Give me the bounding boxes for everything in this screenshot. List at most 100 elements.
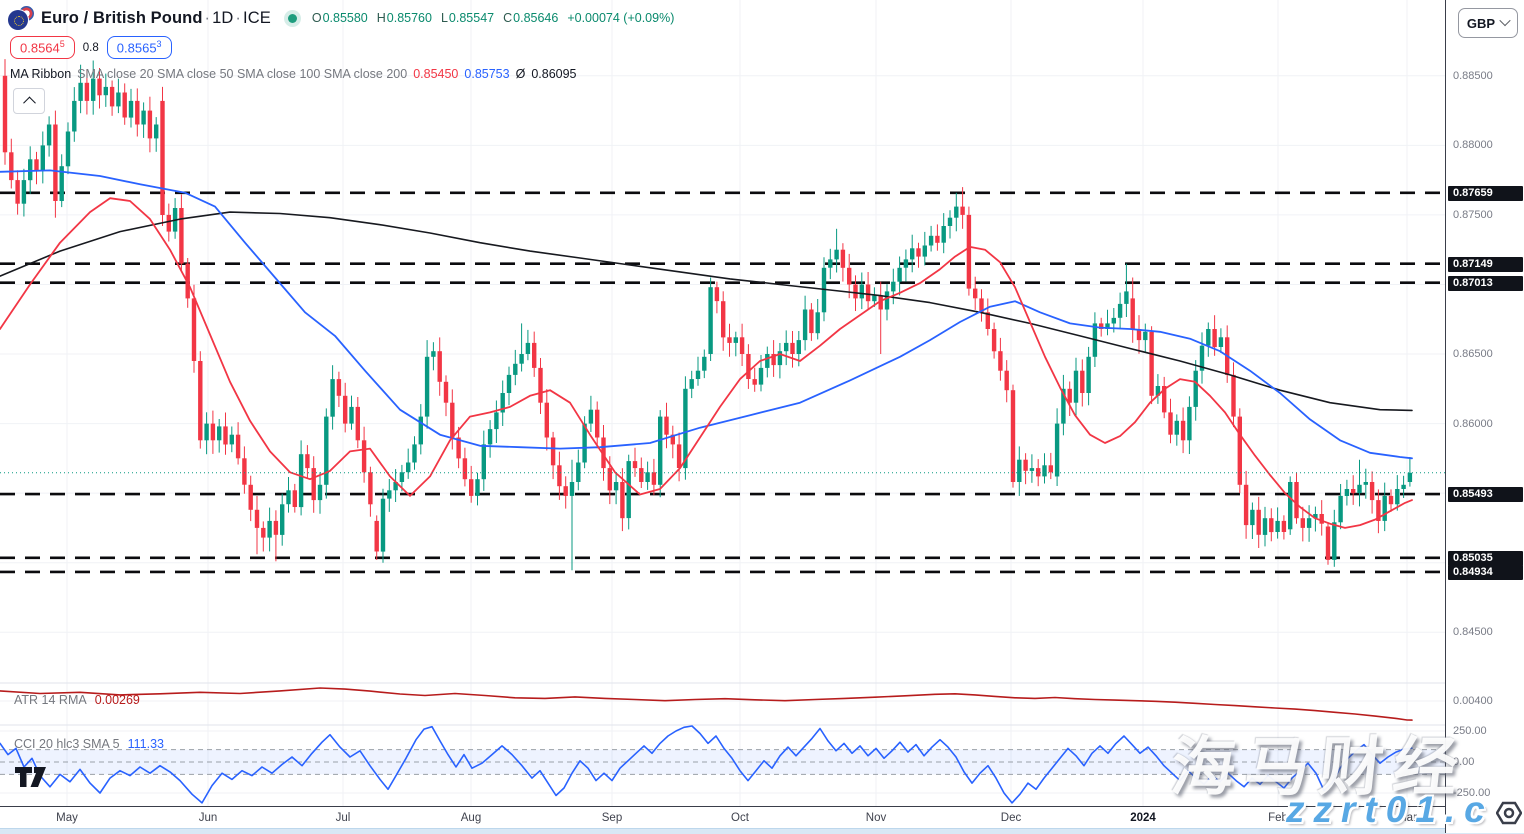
candle-body xyxy=(771,354,776,366)
ma-ribbon-legend[interactable]: MA Ribbon SMA close 20 SMA close 50 SMA … xyxy=(10,67,577,81)
price-level-label: 0.85035 xyxy=(1448,550,1523,566)
candle-body xyxy=(349,406,354,424)
candle-body xyxy=(1369,482,1375,501)
collapse-pane-button[interactable] xyxy=(13,88,45,114)
sell-button[interactable]: 0.85645 xyxy=(10,36,75,60)
candle-body xyxy=(361,440,367,473)
price-axis-label: 0.84500 xyxy=(1453,626,1493,639)
candle-body xyxy=(343,395,348,424)
candle-body xyxy=(1130,298,1135,329)
atr-line xyxy=(0,687,1413,721)
candle-body xyxy=(683,388,688,469)
candle-body xyxy=(872,295,877,302)
candle-body xyxy=(626,461,631,519)
candle-body xyxy=(223,426,228,445)
candle-body xyxy=(702,356,707,371)
candle-body xyxy=(815,312,820,334)
candle-body xyxy=(1237,416,1242,485)
price-level-label: 0.87013 xyxy=(1448,275,1523,291)
time-axis[interactable]: May Jun Jul Aug Sep Oct Nov Dec 2024 Feb Mar xyxy=(0,806,1524,829)
candle-body xyxy=(456,437,461,459)
candle-body xyxy=(865,284,871,302)
candle-body xyxy=(1281,520,1287,532)
candle-body xyxy=(65,131,71,167)
atr-value: 0.00269 xyxy=(94,693,140,707)
candle-body xyxy=(141,110,146,125)
candle-body xyxy=(34,159,39,171)
candle-body xyxy=(248,484,253,510)
candle-body xyxy=(506,374,512,393)
symbol-title[interactable]: Euro / British Pound · 1D · ICE xyxy=(41,8,271,27)
candle-body xyxy=(210,423,216,441)
time-axis-label: Feb xyxy=(1268,812,1288,824)
candle-body xyxy=(910,248,915,260)
currency-select[interactable]: GBP xyxy=(1458,8,1518,38)
exchange-label: ICE xyxy=(243,8,271,27)
buy-button[interactable]: 0.85653 xyxy=(106,36,172,60)
candle-body xyxy=(305,454,310,469)
candle-body xyxy=(450,402,455,438)
candle-body xyxy=(569,482,575,496)
candle-body xyxy=(1180,420,1186,441)
candle-body xyxy=(651,472,657,485)
time-axis-label: May xyxy=(56,812,78,824)
chevron-down-icon xyxy=(1499,14,1511,26)
candle-body xyxy=(727,337,732,343)
chart-canvas[interactable] xyxy=(0,0,1445,806)
candle-body xyxy=(481,444,486,480)
candle-body xyxy=(1332,522,1337,560)
candle-body xyxy=(1357,484,1362,494)
price-axis[interactable]: GBP 0.88500 0.88000 0.87500 0.86500 0.86000 0… xyxy=(1445,0,1524,833)
candle-body xyxy=(1162,386,1167,413)
candle-body xyxy=(1042,465,1047,477)
sma200-value: 0.86095 xyxy=(531,67,577,81)
tradingview-logo[interactable] xyxy=(15,766,51,788)
candle-body xyxy=(59,166,64,201)
candle-body xyxy=(916,248,921,257)
candle-body xyxy=(116,92,121,107)
candle-body xyxy=(1243,484,1249,526)
market-status-icon[interactable] xyxy=(287,13,297,23)
candle-body xyxy=(928,235,934,246)
cci-value: 111.33 xyxy=(127,737,164,751)
candle-body xyxy=(1048,465,1053,473)
price-axis-label: 0.88500 xyxy=(1453,69,1493,82)
candle-body xyxy=(632,461,638,469)
candle-body xyxy=(235,434,241,459)
sma100-null-symbol: Ø xyxy=(515,67,526,81)
candle-body xyxy=(557,465,562,487)
candle-body xyxy=(1351,489,1356,494)
price-level-label: 0.85493 xyxy=(1448,487,1523,503)
candle-body xyxy=(752,379,757,385)
price-axis-label: 0.88000 xyxy=(1453,139,1493,152)
candle-body xyxy=(582,423,587,463)
candle-body xyxy=(1105,323,1110,329)
candle-body xyxy=(1262,518,1268,535)
candle-body xyxy=(1067,388,1072,403)
candle-body xyxy=(154,124,159,139)
candle-body xyxy=(1300,518,1305,528)
candle-body xyxy=(721,301,726,338)
candle-body xyxy=(160,100,165,215)
candle-body xyxy=(664,416,669,435)
time-axis-label: Jun xyxy=(198,812,218,824)
sma50-line xyxy=(0,169,1413,460)
candle-body xyxy=(979,298,984,313)
candle-body xyxy=(954,206,959,218)
candle-body xyxy=(733,337,738,343)
candle-body xyxy=(1231,374,1236,417)
time-axis-label: Dec xyxy=(1000,812,1022,824)
candle-body xyxy=(1099,323,1104,329)
candle-body xyxy=(1212,329,1217,348)
candle-body xyxy=(1294,482,1299,519)
candle-body xyxy=(550,437,556,466)
candle-body xyxy=(1313,514,1318,519)
atr-legend[interactable]: ATR 14 RMA 0.00269 xyxy=(14,693,140,707)
candle-body xyxy=(475,479,480,496)
candle-body xyxy=(97,78,102,96)
cci-legend[interactable]: CCI 20 hlc3 SMA 5 111.33 xyxy=(14,737,164,751)
candle-body xyxy=(1155,386,1161,396)
candle-body xyxy=(1136,329,1142,341)
candle-body xyxy=(897,267,902,282)
candle-body xyxy=(941,226,946,243)
